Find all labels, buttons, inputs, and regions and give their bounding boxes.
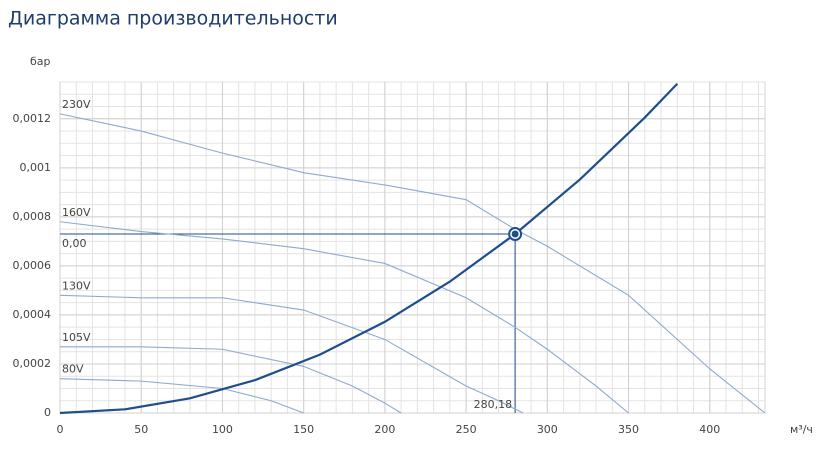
y-tick-label: 0,0002 bbox=[13, 357, 52, 370]
operating-point-x-label: 280,18 bbox=[474, 398, 513, 411]
series-line bbox=[59, 82, 679, 415]
x-tick-label: 100 bbox=[212, 423, 233, 436]
x-tick-label: 50 bbox=[134, 423, 148, 436]
x-tick-label: 200 bbox=[374, 423, 395, 436]
x-tick-label: 350 bbox=[618, 423, 639, 436]
operating-point-core bbox=[511, 230, 519, 238]
y-tick-label: 0,001 bbox=[20, 161, 52, 174]
series-label: 160V bbox=[62, 206, 91, 219]
series-line bbox=[59, 294, 524, 414]
y-tick-label: 0,0006 bbox=[13, 259, 52, 272]
x-tick-label: 400 bbox=[699, 423, 720, 436]
chart-title: Диаграмма производительности bbox=[8, 8, 338, 30]
operating-point-y-label: 0,00 bbox=[62, 237, 87, 250]
series-line bbox=[60, 346, 402, 414]
y-axis-label: бар bbox=[30, 55, 51, 68]
y-tick-label: 0 bbox=[44, 406, 51, 419]
x-tick-label: 300 bbox=[537, 423, 558, 436]
plot-area bbox=[59, 81, 766, 414]
series-label: 105V bbox=[62, 331, 91, 344]
series-line bbox=[59, 113, 766, 414]
series-label: 130V bbox=[62, 279, 91, 292]
series-label: 80V bbox=[62, 363, 84, 376]
x-tick-label: 0 bbox=[57, 423, 64, 436]
y-tick-label: 0,0012 bbox=[13, 112, 52, 125]
y-tick-label: 0,0004 bbox=[13, 308, 52, 321]
x-axis-label: м³/ч bbox=[790, 423, 813, 436]
x-tick-label: 250 bbox=[456, 423, 477, 436]
series-label: 230V bbox=[62, 98, 91, 111]
series-line bbox=[59, 221, 629, 414]
x-tick-label: 150 bbox=[293, 423, 314, 436]
y-tick-label: 0,0008 bbox=[13, 210, 52, 223]
